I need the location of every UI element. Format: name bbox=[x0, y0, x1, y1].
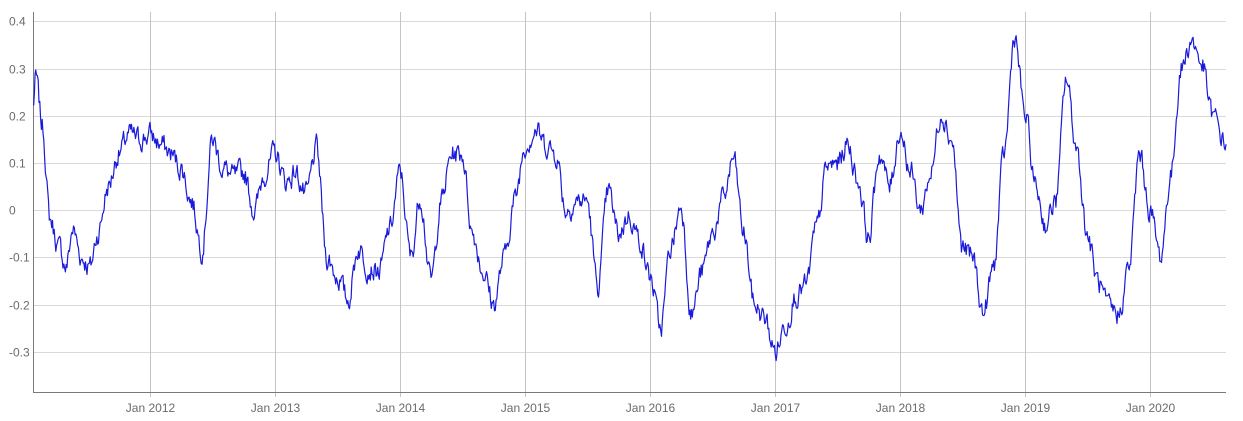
series-layer bbox=[32, 35, 1227, 362]
y-tick-label: 0.2 bbox=[9, 110, 26, 124]
x-tick-label: Jan 2012 bbox=[126, 401, 176, 415]
tick-labels: 0.4 0.3 0.2 0.1 0 -0.1 -0.2 -0.3 Jan 2012 Jan 201… bbox=[9, 15, 1176, 416]
x-tick-label: Jan 2013 bbox=[251, 401, 301, 415]
x-tick-label: Jan 2017 bbox=[751, 401, 801, 415]
y-tick-label: 0.3 bbox=[9, 63, 26, 77]
series-line-0 bbox=[32, 35, 1227, 362]
axis-layer bbox=[33, 12, 1226, 393]
y-tick-label: -0.1 bbox=[9, 251, 30, 265]
x-tick-label: Jan 2019 bbox=[1001, 401, 1051, 415]
y-tick-label: 0.1 bbox=[9, 157, 26, 171]
grid-layer bbox=[33, 12, 1226, 397]
y-tick-label: 0 bbox=[9, 204, 16, 218]
x-tick-label: Jan 2015 bbox=[501, 401, 551, 415]
x-tick-label: Jan 2018 bbox=[876, 401, 926, 415]
y-tick-label: -0.3 bbox=[9, 346, 30, 360]
x-tick-label: Jan 2014 bbox=[376, 401, 426, 415]
x-tick-label: Jan 2016 bbox=[626, 401, 676, 415]
x-tick-label: Jan 2020 bbox=[1126, 401, 1176, 415]
y-tick-label: -0.2 bbox=[9, 299, 30, 313]
y-tick-label: 0.4 bbox=[9, 15, 26, 29]
